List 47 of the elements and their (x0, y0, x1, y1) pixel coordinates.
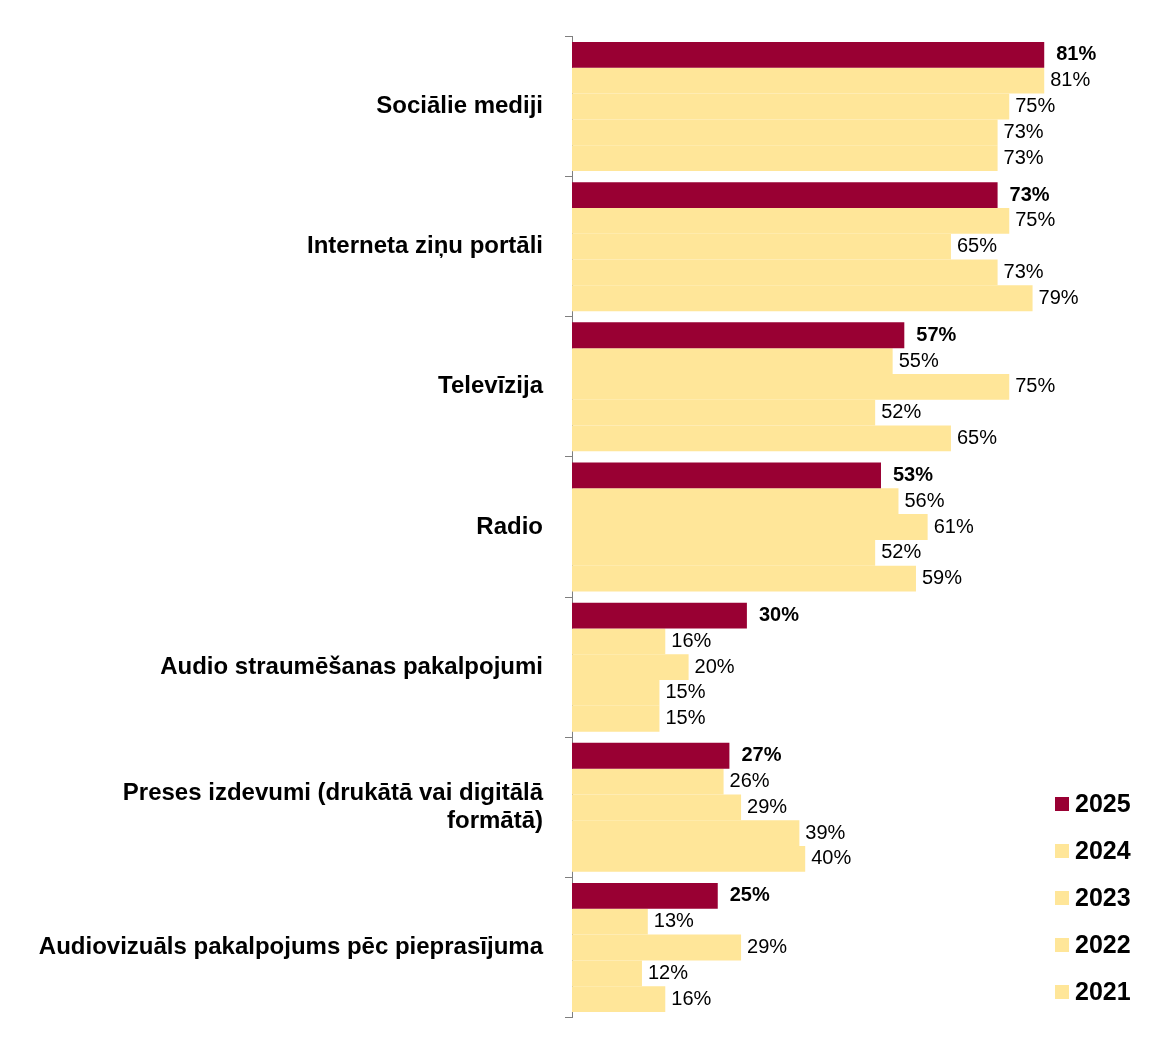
data-label: 75% (1015, 94, 1056, 116)
data-label: 65% (956, 234, 998, 257)
data-label: 57% (916, 322, 957, 345)
y-tick-label: Interneta ziņu portāli (306, 231, 543, 259)
data-label: 73% (1003, 259, 1044, 282)
legend-label: 2024 (1075, 836, 1131, 865)
legend-label: 2022 (1075, 930, 1131, 959)
y-tick-label: Preses izdevumi (drukātā vai digitālā formātā) (122, 777, 544, 834)
data-label: 55% (898, 348, 939, 371)
y-tick-label: Radio (476, 511, 543, 539)
data-label: 15% (665, 706, 706, 729)
y-tick-label: Audio straumēšanas pakalpojumi (160, 651, 543, 679)
legend-label: 2021 (1075, 977, 1131, 1006)
data-label: 26% (729, 769, 770, 792)
data-label: 75% (1015, 374, 1056, 397)
data-label: 75% (1015, 208, 1056, 231)
data-label: 30% (758, 603, 800, 626)
data-label: 79% (1038, 285, 1079, 308)
data-label: 59% (921, 566, 963, 589)
data-label: 56% (904, 488, 945, 511)
data-label: 12% (647, 960, 689, 983)
data-label: 65% (956, 425, 998, 448)
y-tick-label: Televīzija (438, 371, 544, 399)
data-label: 53% (892, 462, 934, 485)
data-label: 29% (747, 935, 788, 958)
data-label: 81% (1050, 68, 1091, 91)
data-label: 20% (694, 654, 735, 677)
data-label: 25% (729, 883, 770, 906)
data-label: 73% (1003, 145, 1044, 168)
data-label: 40% (811, 846, 852, 869)
data-label: 13% (653, 909, 695, 932)
data-label: 52% (881, 400, 922, 423)
y-tick-label: Audiovizuāls pakalpojums pēc pieprasījuma (38, 932, 544, 960)
legend-label: 2025 (1075, 789, 1131, 818)
y-tick-label: Sociālie mediji (376, 91, 543, 119)
data-label: 61% (933, 514, 974, 537)
legend-label: 2023 (1075, 883, 1131, 912)
data-label: 15% (665, 680, 706, 703)
data-label: 73% (1009, 182, 1050, 205)
data-label: 39% (805, 820, 846, 843)
data-label: 73% (1003, 119, 1044, 142)
data-label: 16% (671, 628, 712, 651)
data-label: 81% (1056, 42, 1097, 65)
data-label: 27% (741, 743, 782, 766)
data-label: 16% (671, 986, 712, 1009)
data-label: 29% (747, 794, 788, 817)
data-label: 52% (881, 540, 922, 563)
